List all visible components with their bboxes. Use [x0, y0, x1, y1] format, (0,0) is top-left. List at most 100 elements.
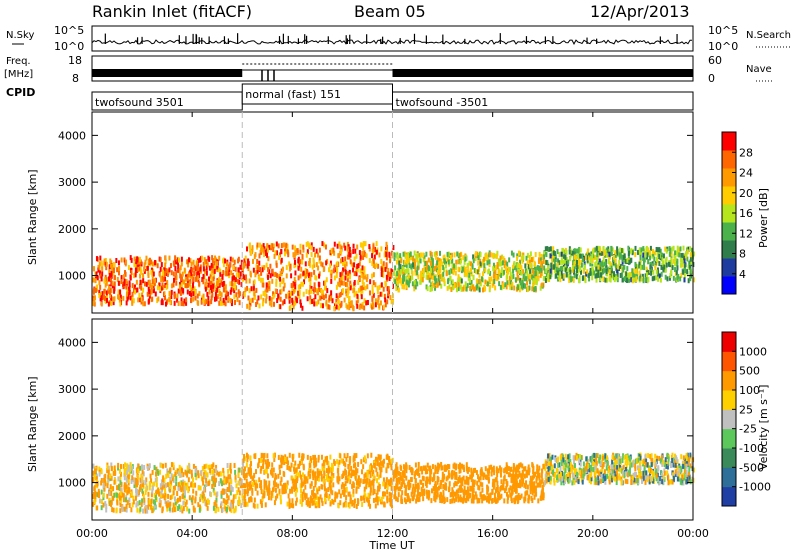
scatter-cell — [369, 279, 372, 285]
scatter-cell — [665, 248, 668, 254]
scatter-cell — [123, 487, 126, 493]
scatter-cell — [123, 274, 126, 280]
scatter-cell — [389, 501, 392, 507]
scatter-cell — [174, 259, 177, 265]
scatter-cell — [692, 251, 695, 257]
scatter-cell — [146, 508, 149, 514]
scatter-cell — [562, 249, 565, 255]
scatter-cell — [308, 260, 311, 266]
scatter-cell — [441, 261, 444, 267]
scatter-cell — [573, 272, 576, 278]
scatter-cell — [288, 503, 291, 509]
freq-tick-low: 8 — [72, 72, 79, 85]
scatter-cell — [360, 272, 363, 278]
scatter-cell — [154, 278, 157, 284]
scatter-cell — [256, 265, 259, 271]
scatter-cell — [331, 475, 334, 481]
scatter-cell — [408, 256, 411, 262]
scatter-cell — [534, 261, 537, 267]
scatter-cell — [192, 276, 195, 282]
scatter-cell — [164, 270, 167, 276]
scatter-cell — [215, 467, 218, 473]
scatter-cell — [671, 246, 674, 252]
scatter-cell — [529, 251, 532, 257]
scatter-cell — [623, 253, 626, 259]
scatter-cell — [227, 468, 230, 474]
scatter-cell — [131, 465, 134, 471]
scatter-cell — [308, 502, 311, 508]
scatter-cell — [353, 256, 356, 262]
scatter-cell — [148, 499, 151, 505]
scatter-cell — [664, 267, 667, 273]
scatter-cell — [496, 250, 499, 256]
scatter-cell — [582, 275, 585, 281]
scatter-cell — [164, 301, 167, 307]
scatter-cell — [638, 276, 641, 282]
scatter-cell — [374, 282, 377, 288]
scatter-cell — [112, 486, 115, 492]
scatter-cell — [481, 494, 484, 500]
scatter-cell — [339, 500, 342, 506]
scatter-cell — [343, 280, 346, 286]
scatter-cell — [395, 496, 398, 502]
scatter-cell — [564, 267, 567, 273]
scatter-cell — [301, 496, 304, 502]
scatter-cell — [213, 296, 216, 302]
scatter-cell — [210, 285, 213, 291]
scatter-cell — [309, 262, 312, 268]
scatter-cell — [207, 255, 210, 261]
scatter-cell — [282, 455, 285, 461]
scatter-cell — [323, 486, 326, 492]
scatter-cell — [295, 471, 298, 477]
scatter-cell — [609, 251, 612, 257]
scatter-cell — [204, 470, 207, 476]
scatter-cell — [100, 505, 103, 511]
scatter-cell — [484, 286, 487, 292]
scatter-cell — [145, 255, 148, 261]
scatter-cell — [191, 283, 194, 289]
scatter-cell — [390, 465, 393, 471]
scatter-cell — [557, 267, 560, 273]
scatter-cell — [271, 472, 274, 478]
scatter-cell — [335, 284, 338, 290]
scatter-cell — [160, 285, 163, 291]
scatter-cell — [275, 482, 278, 488]
scatter-cell — [535, 478, 538, 484]
scatter-cell — [372, 258, 375, 264]
scatter-cell — [352, 481, 355, 487]
scatter-cell — [94, 278, 97, 284]
scatter-cell — [96, 275, 99, 281]
scatter-cell — [333, 241, 336, 247]
scatter-cell — [341, 458, 344, 464]
scatter-cell — [371, 479, 374, 485]
scatter-cell — [600, 261, 603, 267]
scatter-cell — [335, 293, 338, 299]
scatter-cell — [380, 282, 383, 288]
scatter-cell — [492, 279, 495, 285]
scatter-cell — [419, 270, 422, 276]
scatter-cell — [194, 290, 197, 296]
scatter-cell — [439, 491, 442, 497]
scatter-cell — [409, 251, 412, 257]
scatter-cell — [386, 454, 389, 460]
scatter-cell — [396, 280, 399, 286]
scatter-cell — [314, 252, 317, 258]
scatter-cell — [575, 274, 578, 280]
scatter-cell — [417, 261, 420, 267]
scatter-cell — [301, 491, 304, 497]
scatter-cell — [148, 463, 151, 469]
scatter-cell — [356, 293, 359, 299]
scatter-cell — [196, 293, 199, 299]
scatter-cell — [346, 276, 349, 282]
scatter-cell — [417, 461, 420, 467]
scatter-cell — [398, 265, 401, 271]
scatter-cell — [143, 464, 146, 470]
scatter-cell — [243, 292, 246, 298]
scatter-cell — [610, 262, 613, 268]
scatter-cell — [473, 494, 476, 500]
scatter-cell — [545, 260, 548, 266]
scatter-cell — [133, 479, 136, 485]
scatter-cell — [92, 494, 95, 500]
scatter-cell — [126, 490, 129, 496]
scatter-cell — [145, 266, 148, 272]
